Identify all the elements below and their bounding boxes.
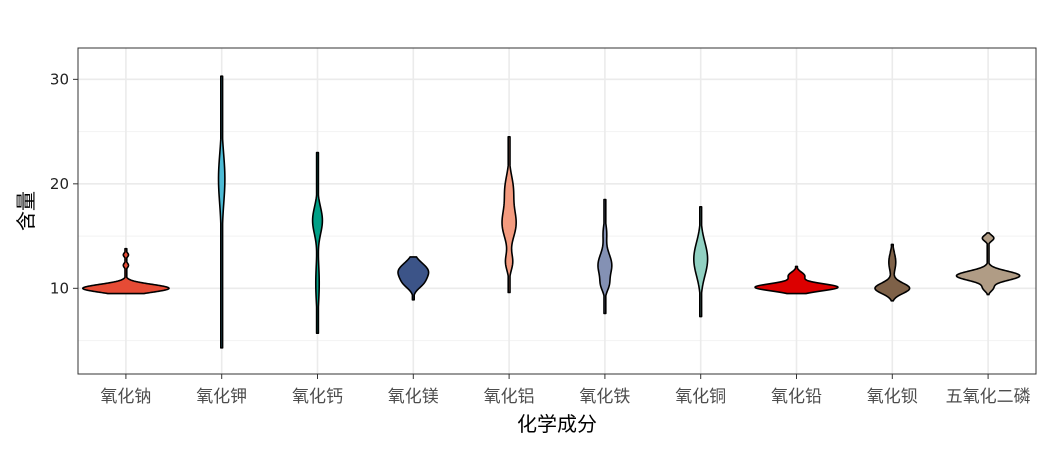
x-axis-title: 化学成分 — [517, 412, 597, 436]
x-axis: 氧化钠 氧化钾 氧化钙 氧化镁 氧化铝 氧化铁 氧化铜 氧化铅 氧化钡 五氧化二磷 — [100, 374, 1031, 407]
x-tick-label-6: 氧化铁 — [579, 387, 630, 407]
violin-9 — [874, 243, 911, 302]
x-tick-label-2: 氧化钾 — [196, 387, 247, 407]
x-tick-label-4: 氧化镁 — [388, 387, 439, 407]
x-tick-label-1: 氧化钠 — [100, 387, 151, 407]
x-tick-label-5: 氧化铝 — [484, 387, 535, 407]
violin-10 — [955, 232, 1021, 296]
violin-5 — [501, 136, 517, 294]
y-tick-label-30: 30 — [50, 70, 69, 88]
violin-8 — [754, 265, 839, 295]
violin-7 — [693, 206, 709, 318]
x-tick-label-3: 氧化钙 — [292, 387, 343, 407]
violin-2 — [217, 75, 226, 349]
y-tick-label-10: 10 — [50, 279, 69, 297]
violin-6 — [597, 198, 613, 315]
panel-border — [77, 47, 1037, 375]
minor-gridlines — [78, 131, 1036, 342]
x-tick-label-10: 五氧化二磷 — [946, 387, 1031, 407]
violins — [82, 75, 1021, 349]
violin-3 — [311, 151, 324, 335]
violin-4 — [397, 256, 430, 301]
panel-background — [78, 48, 1036, 374]
x-tick-label-9: 氧化钡 — [867, 387, 918, 407]
y-tick-label-20: 20 — [50, 175, 69, 193]
x-tick-label-7: 氧化铜 — [675, 387, 726, 407]
violin-1 — [82, 247, 170, 295]
y-axis: 10 20 30 — [50, 70, 78, 297]
y-axis-title: 含量 — [14, 191, 38, 231]
x-tick-label-8: 氧化铅 — [771, 387, 822, 407]
